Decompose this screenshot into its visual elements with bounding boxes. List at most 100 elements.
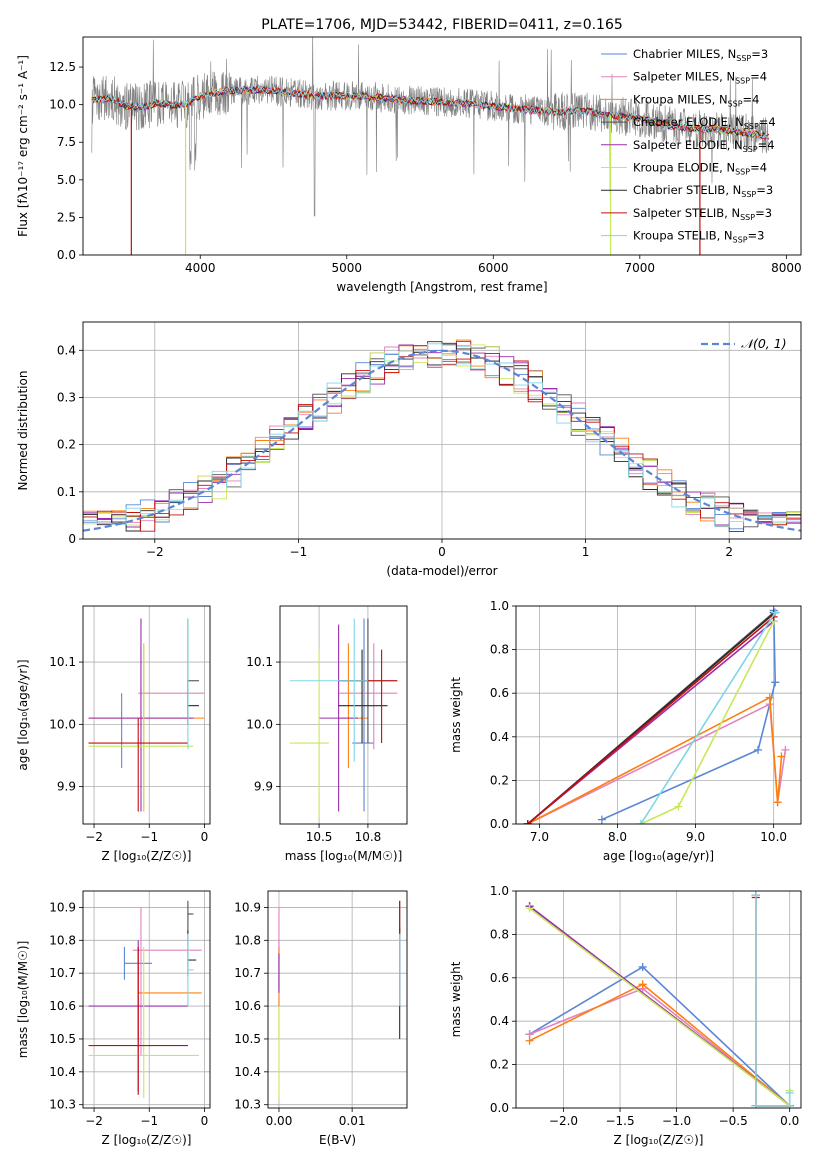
y-tick-label: 10.8 [234, 933, 261, 947]
weight-marker [525, 904, 534, 913]
y-tick-label: 0.2 [490, 1058, 509, 1072]
weight-marker [674, 802, 683, 811]
residuals-ylabel: Normed distribution [16, 371, 30, 491]
legend-entry-1: Salpeter MILES, NSSP=4 [633, 70, 767, 86]
mass-vs-Z-panel: −2 −1 0 10.3 10.4 10.5 10.6 10.7 10.8 10.9 Z [log₁… [16, 890, 211, 1147]
y-tick-label: 1.0 [490, 884, 509, 898]
x-tick-label: 8.0 [608, 830, 627, 844]
y-tick-label: 10.9 [234, 900, 261, 914]
y-tick-label: 9.9 [254, 780, 273, 794]
weight-marker [751, 891, 760, 900]
weight-vs-age-series-1 [523, 700, 790, 824]
age-vs-Z-point-3 [187, 618, 199, 725]
y-tick-label: 0.4 [490, 730, 509, 744]
age-vs-Z-frame [82, 605, 211, 825]
x-tick-label: −1 [290, 545, 308, 559]
y-tick-label: 12.5 [49, 60, 76, 74]
age-vs-mass-point-5 [289, 649, 329, 818]
y-tick-label: 1.0 [490, 599, 509, 613]
y-tick-label: 7.5 [57, 135, 76, 149]
mass-vs-ebv-panel: 0.00 0.01 10.3 10.4 10.5 10.6 10.7 10.8 10.9 E(B-… [234, 890, 408, 1147]
weight-marker [636, 820, 645, 824]
age-vs-Z-point-1 [138, 649, 205, 744]
x-tick-label: −0.5 [719, 1114, 748, 1128]
age-vs-mass-point-4 [319, 624, 359, 812]
weight-vs-Z-plot-area [525, 891, 794, 1108]
residual-histogram-8 [83, 343, 801, 528]
y-tick-label: 10.1 [49, 655, 76, 669]
legend-entry-7: Salpeter STELIB, NSSP=3 [633, 206, 772, 222]
y-tick-label: 10.6 [234, 999, 261, 1013]
x-tick-label: 0 [438, 545, 446, 559]
age-vs-mass-xlabel: mass [log₁₀(M/M☉)] [285, 849, 403, 863]
legend-entry-5: Kroupa ELODIE, NSSP=4 [633, 161, 767, 177]
age-vs-Z-point-5 [88, 643, 194, 812]
y-tick-label: 2.5 [57, 210, 76, 224]
x-tick-label: 4000 [185, 261, 216, 275]
weight-vs-age-series-0 [597, 606, 780, 824]
x-tick-label: −2 [85, 1114, 103, 1128]
x-tick-label: −2.0 [549, 1114, 578, 1128]
weight-line [527, 616, 775, 824]
weight-marker [777, 752, 786, 761]
y-tick-label: 0.0 [490, 817, 509, 831]
weight-vs-Z-series-2 [525, 980, 794, 1108]
weight-vs-age-series-7 [523, 612, 778, 824]
age-vs-Z-ylabel: age [log₁₀(age/yr)] [16, 659, 30, 770]
age-vs-mass-point-0 [352, 618, 374, 812]
age-vs-mass-panel: 10.5 10.8 9.9 10.0 10.1 mass [log₁₀(M/M☉)] [246, 605, 408, 863]
mass-vs-Z-point-2 [137, 946, 202, 1039]
y-tick-label: 0.8 [490, 927, 509, 941]
age-vs-Z-point-7 [88, 718, 188, 812]
weight-vs-Z-series-7 [751, 893, 794, 1108]
x-tick-label: −1.0 [662, 1114, 691, 1128]
weight-line [529, 966, 791, 1107]
y-tick-label: 10.0 [246, 717, 273, 731]
weight-vs-Z-frame [515, 890, 802, 1109]
x-tick-label: −1.5 [605, 1114, 634, 1128]
x-tick-label: 2 [725, 545, 733, 559]
weight-vs-age-series-8 [636, 608, 780, 824]
x-tick-label: 7000 [625, 261, 656, 275]
weight-line [640, 612, 776, 824]
y-tick-label: 10.0 [49, 717, 76, 731]
weight-marker [765, 693, 774, 702]
legend-entry-3: Chabrier ELODIE, NSSP=4 [633, 115, 776, 131]
weight-marker [523, 820, 532, 824]
mass-vs-Z-point-5 [88, 946, 199, 1099]
weight-vs-Z-series-6 [751, 891, 794, 1108]
weight-marker [781, 745, 790, 754]
chart-title: PLATE=1706, MJD=53442, FIBERID=0411, z=0… [261, 17, 623, 33]
age-vs-Z-xlabel: Z [log₁₀(Z/Z☉)] [102, 849, 192, 863]
y-tick-label: 10.1 [246, 655, 273, 669]
weight-vs-Z-panel: −2.0 −1.5 −1.0 −0.5 0.0 0.0 0.2 0.4 0.6 0.8 1.0 Z [… [449, 884, 802, 1147]
y-tick-label: 0.3 [57, 390, 76, 404]
weight-vs-Z-series-5 [525, 904, 794, 1108]
mass-vs-Z-frame [82, 890, 211, 1109]
model-spectrum-8 [91, 85, 769, 139]
y-tick-label: 0.0 [490, 1101, 509, 1115]
mass-vs-ebv-xlabel: E(B-V) [319, 1133, 356, 1147]
age-vs-Z-panel: −2 −1 0 9.9 10.0 10.1 Z [log₁₀(Z/Z☉)] age [log₁… [16, 605, 211, 863]
spectrum-xlabel: wavelength [Angstrom, rest frame] [336, 280, 547, 294]
y-tick-label: 0.2 [57, 438, 76, 452]
y-tick-label: 10.9 [49, 900, 76, 914]
weight-line [601, 610, 777, 821]
spectrum-panel: 4000 5000 6000 7000 8000 0.0 2.5 5.0 7.5 10.0 12.5… [16, 17, 802, 294]
x-tick-label: −1 [140, 1114, 158, 1128]
residuals-legend: 𝒩(0, 1) [701, 336, 787, 351]
weight-marker [525, 1036, 534, 1045]
y-tick-label: 10.6 [49, 999, 76, 1013]
legend-entry-2: Kroupa MILES, NSSP=4 [633, 92, 759, 108]
age-vs-mass-point-6 [338, 649, 388, 744]
x-tick-label: −1 [140, 830, 158, 844]
weight-line [527, 702, 787, 824]
mass-vs-Z-point-3 [187, 900, 194, 934]
weight-vs-age-series-5 [636, 617, 778, 824]
mass-vs-Z-xlabel: Z [log₁₀(Z/Z☉)] [102, 1133, 192, 1147]
y-tick-label: 10.5 [49, 1032, 76, 1046]
weight-marker [785, 1088, 794, 1097]
mass-vs-Z-ylabel: mass [log₁₀(M/M☉)] [16, 941, 30, 1059]
weight-line [527, 696, 783, 824]
mass-vs-Z-plot-area [88, 900, 202, 1099]
